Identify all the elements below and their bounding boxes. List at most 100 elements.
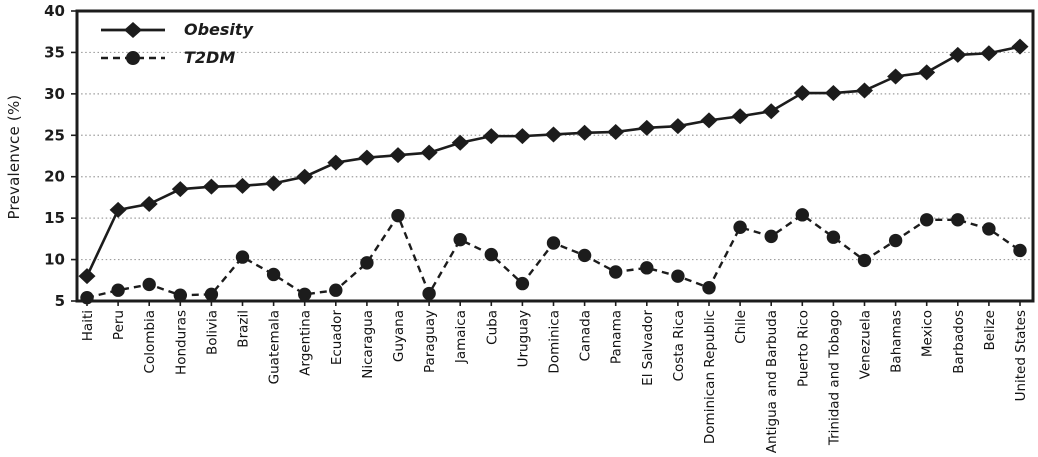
y-tick-label: 10 [44, 251, 65, 269]
t2dm-series-line [86, 213, 1021, 299]
x-tick-label: Peru [111, 310, 127, 340]
obesity-diamond-marker [700, 112, 718, 129]
t2dm-circle-marker [235, 250, 250, 264]
obesity-diamond-marker [545, 126, 562, 143]
obesity-diamond-marker [638, 119, 656, 136]
t2dm-circle-marker [982, 222, 996, 236]
t2dm-circle-marker [80, 290, 94, 305]
t2dm-circle-marker [951, 213, 965, 227]
obesity-diamond-marker [389, 147, 407, 164]
circle-icon [126, 50, 140, 65]
obesity-diamond-marker [762, 103, 780, 120]
obesity-diamond-marker [887, 68, 905, 85]
obesity-diamond-marker [78, 268, 96, 285]
obesity-diamond-marker [265, 175, 283, 192]
obesity-diamond-marker [793, 85, 811, 102]
x-tick-label: El Salvador [640, 310, 656, 386]
t2dm-circle-marker [484, 247, 498, 262]
x-tick-label: Honduras [173, 310, 189, 375]
t2dm-circle-marker [671, 269, 685, 283]
t2dm-circle-marker [640, 261, 654, 275]
obesity-diamond-marker [607, 123, 625, 140]
t2dm-circle-marker [1013, 243, 1027, 258]
obesity-diamond-marker [824, 85, 842, 102]
obesity-diamond-marker [420, 144, 438, 161]
t2dm-circle-marker [515, 276, 530, 291]
x-tick-label: Belize [982, 310, 998, 350]
chart-legend: Obesity T2DM [100, 20, 253, 67]
x-tick-label: United States [1013, 310, 1029, 401]
obesity-diamond-marker [669, 118, 687, 135]
y-axis-title: Prevalenvce (%) [5, 94, 23, 220]
obesity-diamond-marker [1011, 38, 1029, 55]
t2dm-circle-marker [795, 208, 809, 222]
obesity-diamond-marker [576, 124, 594, 141]
t2dm-circle-marker [857, 253, 872, 268]
t2dm-circle-marker [329, 283, 343, 297]
obesity-diamond-marker [234, 177, 251, 194]
x-tick-label: Barbados [951, 310, 967, 374]
t2dm-circle-marker [266, 267, 281, 282]
obesity-diamond-marker [171, 181, 189, 198]
t2dm-circle-marker [920, 213, 934, 227]
x-tick-label: Cuba [484, 310, 500, 345]
t2dm-circle-marker [577, 248, 592, 263]
y-tick-label: 40 [44, 2, 65, 20]
y-tick-label: 30 [44, 85, 65, 103]
obesity-diamond-marker [109, 201, 127, 218]
x-tick-label: Uruguay [515, 310, 531, 367]
obesity-diamond-marker [296, 168, 314, 185]
x-tick-label: Nicaragua [360, 310, 376, 379]
t2dm-circle-marker [142, 277, 156, 292]
x-tick-label: Haiti [80, 310, 96, 341]
t2dm-circle-marker [204, 287, 219, 302]
x-tick-label: Panama [609, 310, 625, 364]
t2dm-circle-marker [111, 283, 125, 297]
x-tick-label: Venezuela [858, 310, 874, 379]
obesity-diamond-marker [140, 196, 158, 213]
t2dm-circle-marker [422, 286, 436, 301]
t2dm-circle-marker [888, 233, 903, 248]
t2dm-legend-swatch [101, 50, 165, 65]
x-tick-label: Jamaica [453, 310, 469, 364]
x-tick-label: Paraguay [422, 310, 438, 373]
t2dm-circle-marker [173, 288, 187, 302]
x-tick-label: Puerto Rico [795, 310, 811, 387]
y-tick-label: 15 [44, 209, 65, 227]
x-tick-label: Brazil [236, 310, 252, 348]
obesity-legend-swatch [101, 21, 165, 38]
x-tick-label: Costa Rica [671, 310, 687, 381]
obesity-diamond-marker [731, 108, 749, 125]
x-tick-label: Bolivia [204, 310, 220, 355]
axis-frame [75, 9, 1035, 303]
obesity-diamond-marker [327, 154, 345, 171]
t2dm-circle-marker [826, 230, 841, 244]
legend-label-t2dm: T2DM [184, 48, 236, 67]
obesity-diamond-marker [949, 46, 967, 63]
obesity-diamond-marker [980, 45, 998, 62]
x-tick-label: Trinidad and Tobago [826, 310, 842, 446]
x-tick-label: Mexico [920, 310, 936, 357]
x-tick-label: Guatemala [267, 310, 283, 384]
t2dm-circle-marker [298, 287, 312, 302]
y-tick-label: 20 [44, 168, 65, 186]
t2dm-circle-marker [702, 281, 716, 295]
obesity-diamond-marker [918, 64, 936, 81]
obesity-diamond-marker [202, 178, 220, 195]
legend-item-t2dm: T2DM [100, 48, 253, 67]
obesity-diamond-marker [856, 82, 873, 99]
x-tick-label: Argentina [298, 310, 314, 376]
y-tick-label: 25 [44, 126, 65, 144]
t2dm-circle-marker [360, 256, 374, 270]
x-tick-label: Bahamas [889, 310, 905, 373]
diamond-icon [124, 21, 142, 38]
obesity-diamond-marker [482, 128, 500, 145]
x-tick-label: Canada [578, 310, 594, 361]
x-tick-label: Guyana [391, 310, 407, 362]
t2dm-circle-marker [453, 232, 467, 247]
t2dm-circle-marker [609, 265, 623, 279]
y-tick-label: 5 [55, 292, 65, 310]
x-tick-label: Dominica [547, 310, 563, 374]
